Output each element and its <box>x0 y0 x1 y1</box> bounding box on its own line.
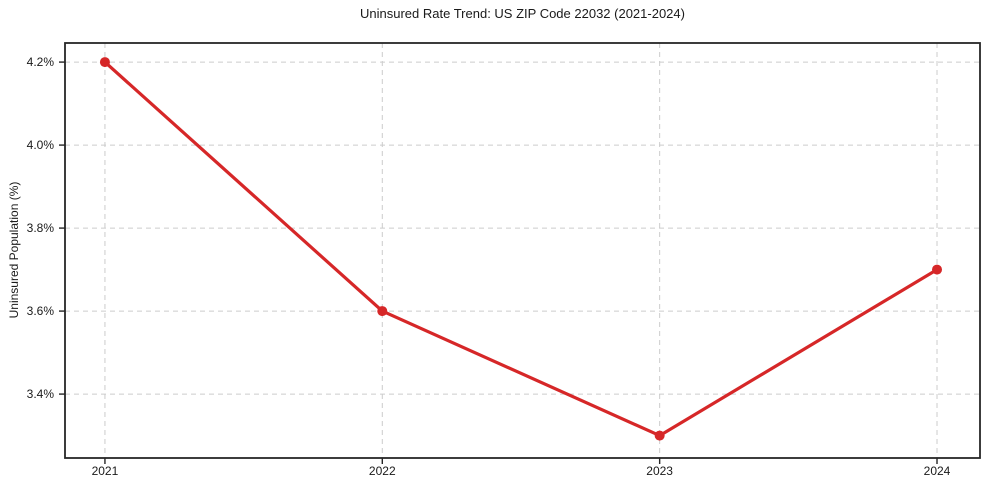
y-tick-label: 3.6% <box>26 304 54 319</box>
x-tick-label: 2021 <box>91 464 119 478</box>
x-tick-label: 2022 <box>368 464 396 478</box>
y-tick-label: 3.8% <box>26 221 54 236</box>
data-point-marker <box>932 264 943 275</box>
y-tick-label: 3.4% <box>26 387 54 402</box>
data-point-marker <box>99 57 110 68</box>
axis-frame <box>64 42 981 459</box>
x-tick-label: 2024 <box>923 464 951 478</box>
trend-line <box>103 60 939 438</box>
x-tick-label: 2023 <box>646 464 673 478</box>
y-tick-label: 4.0% <box>26 138 54 153</box>
data-point-marker <box>377 306 388 317</box>
data-point-marker <box>654 430 665 441</box>
y-tick-label: 4.2% <box>26 55 54 70</box>
chart-title: Uninsured Rate Trend: US ZIP Code 22032 … <box>360 6 685 21</box>
